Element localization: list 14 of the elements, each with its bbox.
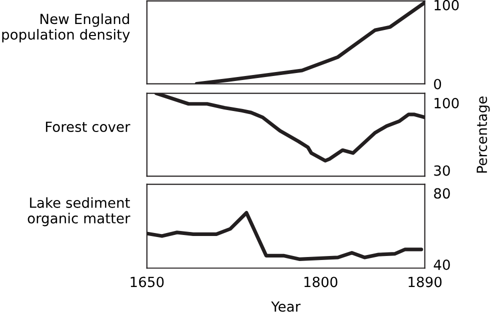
x-tick-label: 1890 [408,276,442,288]
y-axis-title: Percentage [476,96,490,173]
y-tick-label: 80 [434,188,450,199]
x-tick-label: 1800 [304,276,338,288]
y-tick-label: 100 [434,0,459,10]
text: New England population density [2,13,130,42]
y-tick-label: 100 [434,98,459,108]
y-tick-label: 30 [434,165,450,176]
text: Lake sediment organic matter [28,197,130,226]
x-axis-title: Year [271,301,301,312]
text: Forest cover [46,122,130,132]
y-tick-label: 40 [434,260,450,270]
x-tick-label: 1650 [130,276,164,288]
y-tick-label: 0 [434,78,442,90]
